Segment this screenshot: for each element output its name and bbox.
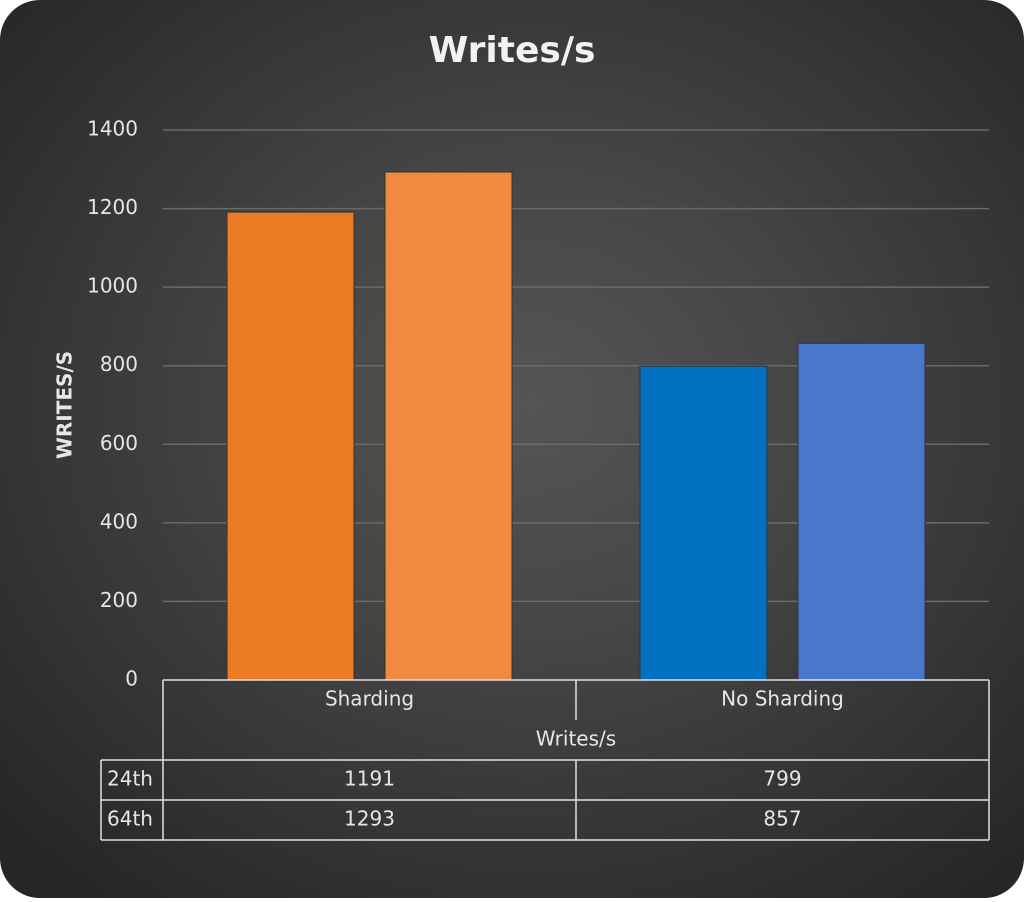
data-table [100, 679, 990, 841]
table-value: 1293 [344, 807, 395, 831]
table-value: 799 [763, 767, 801, 791]
y-tick-label: 0 [125, 667, 138, 691]
y-tick-label: 400 [100, 509, 138, 533]
bar [226, 211, 355, 681]
x-tick-label: Sharding [325, 687, 414, 711]
legend-label: 24th [107, 767, 153, 791]
chart-title: Writes/s [429, 30, 596, 71]
y-tick-label: 1200 [87, 195, 138, 219]
bar [384, 171, 513, 681]
table-value: 857 [763, 807, 801, 831]
y-tick-label: 1000 [87, 274, 138, 298]
legend-label: 64th [107, 807, 153, 831]
y-tick-label: 1400 [87, 117, 138, 141]
bar [797, 342, 926, 681]
y-tick-label: 200 [100, 588, 138, 612]
x-axis-label: Writes/s [536, 727, 616, 751]
x-tick-label: No Sharding [721, 687, 844, 711]
table-value: 1191 [344, 767, 395, 791]
y-tick-label: 800 [100, 352, 138, 376]
bar [639, 365, 768, 681]
y-tick-label: 600 [100, 431, 138, 455]
y-axis-label: WRITES/S [53, 351, 77, 459]
